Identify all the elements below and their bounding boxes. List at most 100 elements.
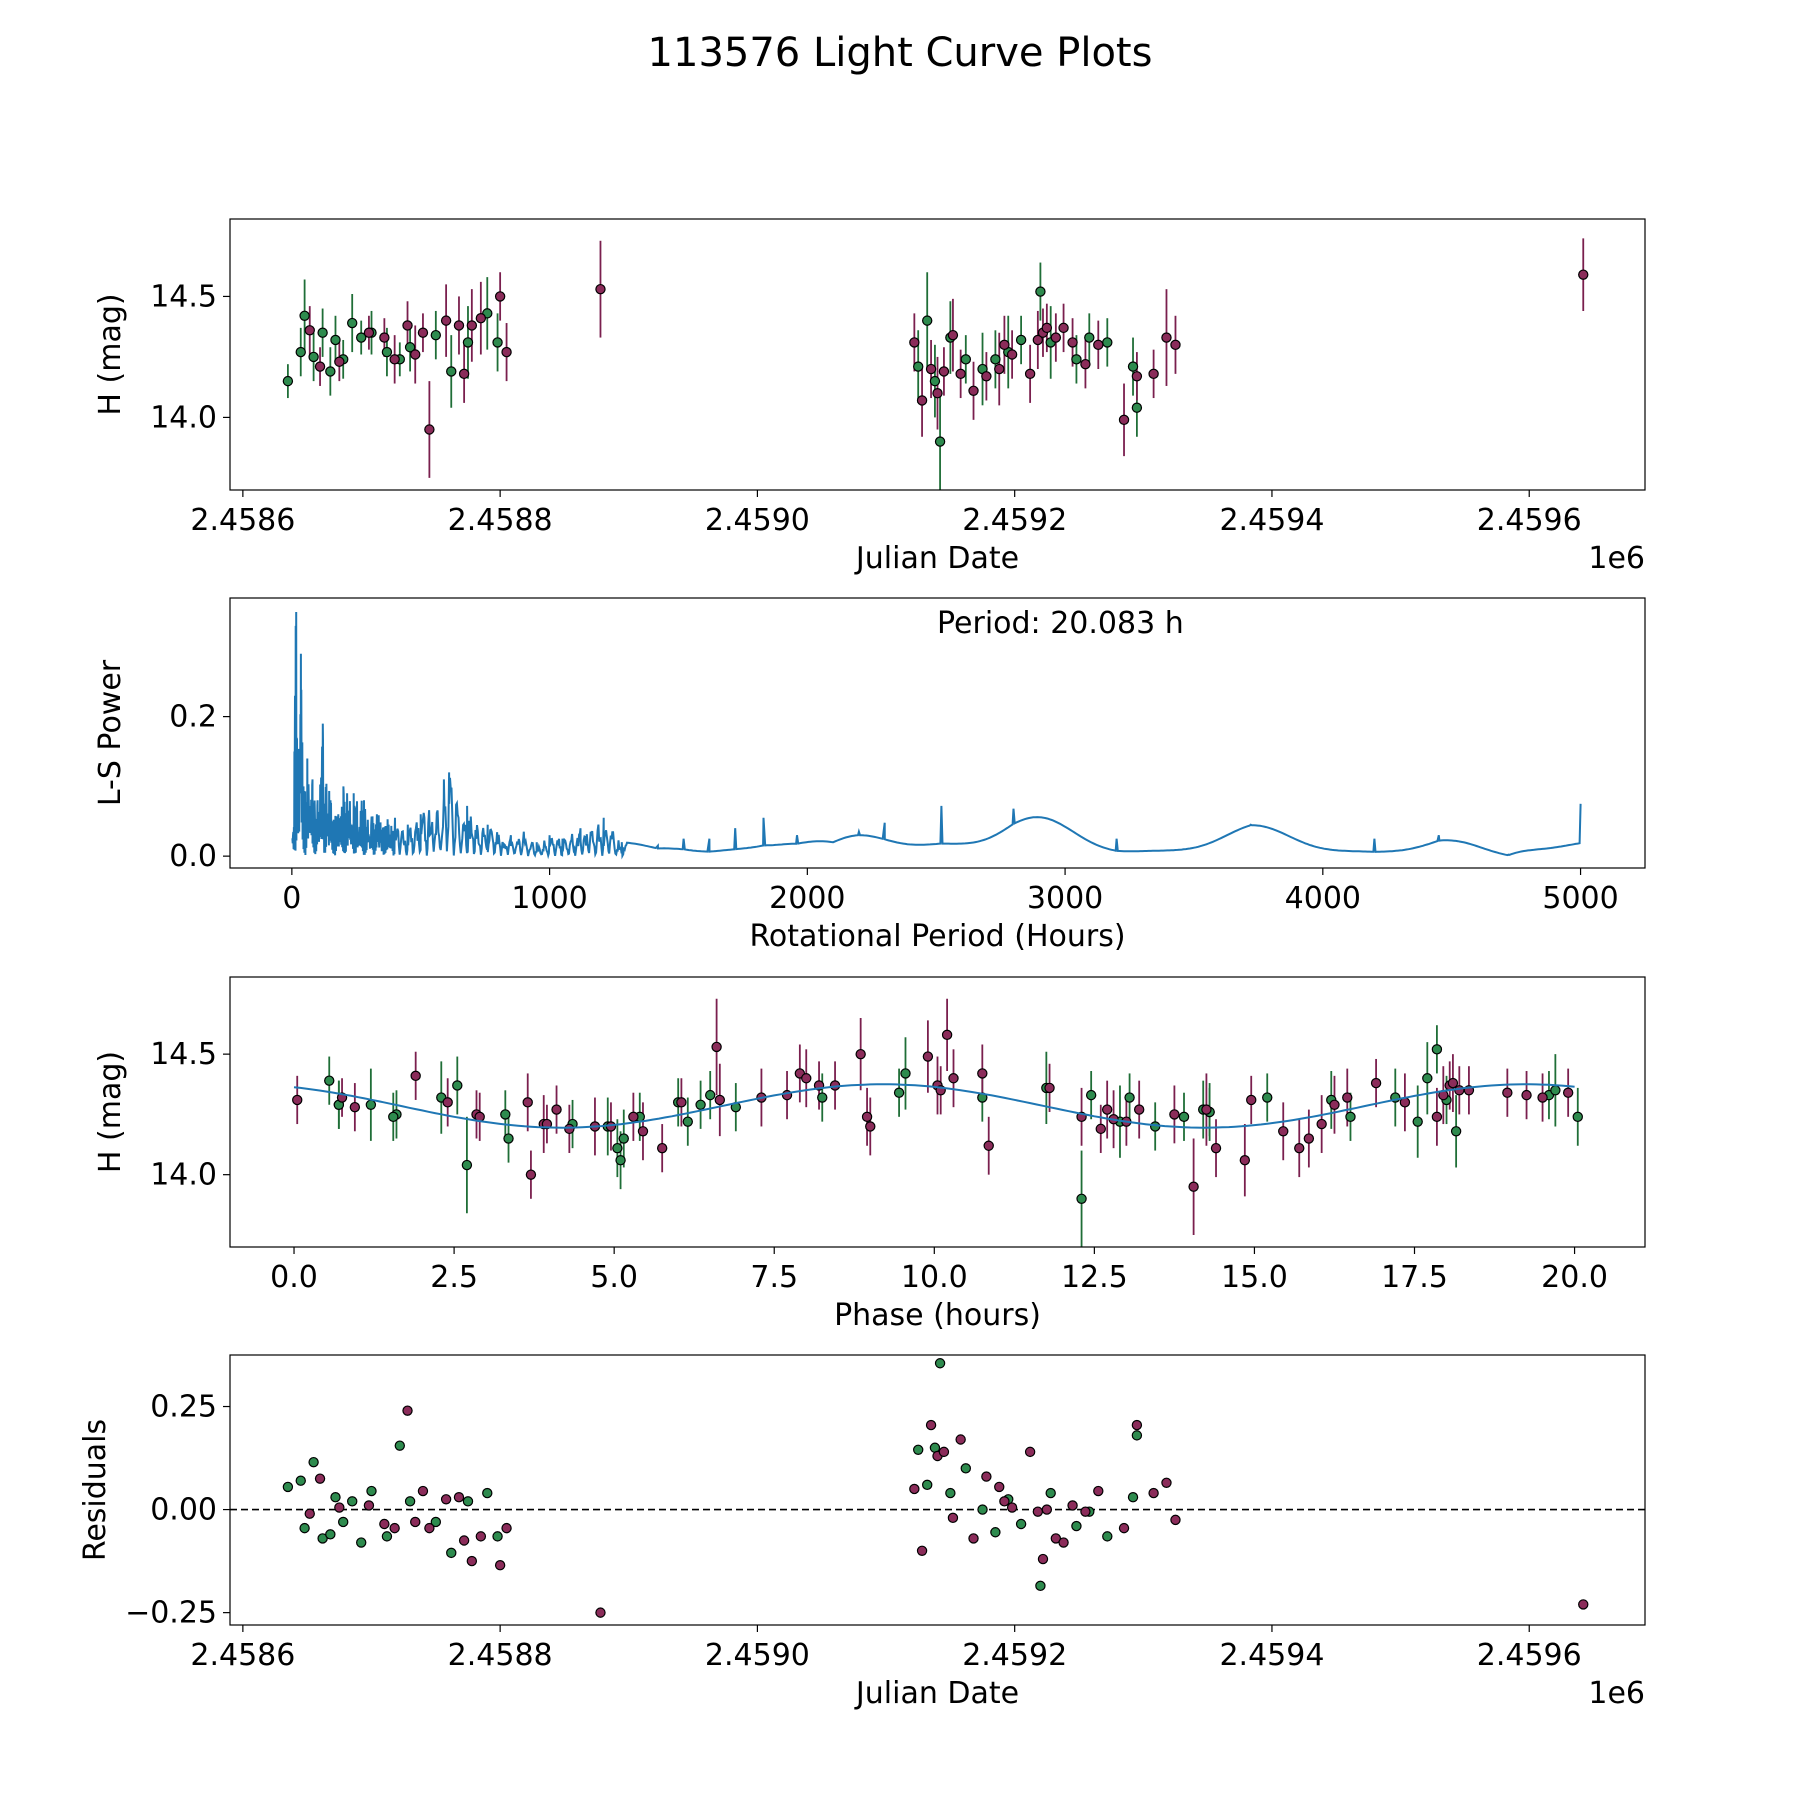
x-tick-label: 2.4596 [1477,1638,1582,1673]
x-tick-label: 10.0 [901,1260,968,1295]
data-point-magenta [363,327,375,338]
data-point-magenta [1041,1504,1053,1515]
data-point-magenta [1170,1514,1181,1526]
data-point-magenta [1578,269,1589,280]
x-tick-label: 0 [282,881,301,916]
data-point-magenta [1239,1155,1251,1166]
data-point-green [394,1440,405,1451]
data-point-magenta [983,1140,994,1151]
y-tick-label: 0.25 [150,1390,217,1425]
data-point-magenta [1370,1077,1382,1089]
data-point-magenta [1041,322,1053,334]
data-point-green [913,1444,924,1456]
x-tick-label: 2.4594 [1219,503,1324,538]
data-point-magenta [968,385,979,396]
data-point-magenta [861,1111,873,1123]
data-point-magenta [466,320,478,331]
data-point-magenta [1067,1500,1078,1511]
y-axis-label: H (mag) [93,293,128,415]
data-point-green [317,327,328,338]
data-point-magenta [1006,349,1018,360]
data-point-green [1035,1580,1046,1592]
plot-frame [229,976,1646,1248]
data-point-magenta [714,1094,726,1106]
data-point-green [308,1456,319,1468]
data-point-magenta [389,1522,400,1534]
data-point-green [324,1075,335,1086]
x-offset-label: 1e6 [1588,541,1645,576]
y-tick-label: 14.5 [150,1037,217,1072]
data-point-magenta [475,313,487,324]
data-point-magenta [947,1512,959,1524]
data-point-magenta [1170,339,1181,351]
x-tick-label: 3000 [1027,881,1103,916]
data-point-green [817,1092,828,1103]
data-point-green [492,1531,503,1542]
x-tick-label: 2.4588 [448,503,553,538]
data-point-magenta [379,332,390,343]
x-tick-label: 2.4586 [190,1638,295,1673]
data-point-green [618,1133,629,1144]
data-point-green [282,1481,294,1493]
data-point-green [299,1522,310,1534]
x-tick-label: 2.4594 [1219,1638,1324,1673]
data-point-green [1178,1111,1190,1123]
data-point-green [404,1496,416,1507]
data-point-magenta [1431,1111,1443,1123]
data-point-green [347,317,358,329]
data-point-magenta [564,1123,575,1135]
data-point-magenta [1058,322,1069,334]
data-point-magenta [1161,332,1172,343]
data-point-green [929,375,941,387]
x-tick-label: 2.4596 [1477,503,1582,538]
y-tick-label: 0.2 [169,700,217,735]
data-point-green [1035,286,1046,297]
data-point-green [1450,1126,1462,1137]
data-point-magenta [977,1068,988,1079]
data-point-green [705,1089,716,1101]
data-point-magenta [1201,1104,1212,1115]
data-point-magenta [981,371,992,382]
data-point-magenta [676,1097,687,1108]
x-tick-label: 7.5 [750,1260,798,1295]
data-point-magenta [938,1446,950,1458]
data-point-green [1550,1085,1561,1096]
data-point-magenta [981,1471,992,1482]
data-point-magenta [410,1516,421,1528]
panel-phased: 0.0 2.5 5.0 7.5 10.0 12.5 15.0 17.5 20.0 14.0 14.5… [93,976,1646,1333]
data-point-green [900,1068,911,1079]
data-point-magenta [1562,1087,1574,1098]
model-curve [293,1083,1575,1129]
data-point-magenta [292,1094,303,1106]
x-tick-label: 0.0 [270,1260,318,1295]
data-point-magenta [947,329,959,341]
x-tick-label: 2.4592 [962,1638,1067,1673]
data-point-magenta [1578,1599,1589,1610]
data-point-green [325,1529,336,1540]
data-point-green [356,332,367,343]
data-point-magenta [440,315,452,326]
y-tick-label: −0.25 [125,1596,217,1631]
data-point-magenta [1294,1142,1305,1154]
data-point-green [1572,1111,1583,1123]
data-point-green [295,1475,306,1486]
data-point-green [1045,1487,1056,1499]
data-point-magenta [1058,1537,1069,1548]
data-point-green [913,361,924,372]
data-point-magenta [349,1101,361,1113]
data-point-magenta [909,337,920,348]
data-point-green [1102,337,1113,348]
data-point-magenta [424,424,435,435]
data-point-magenta [999,339,1010,351]
data-point-magenta [932,388,943,399]
data-point-magenta [442,1097,453,1108]
data-point-magenta [410,1070,421,1082]
data-point-magenta [1032,1506,1044,1517]
data-point-green [945,1487,956,1499]
data-point-magenta [402,1405,413,1416]
data-point-green [462,1496,474,1507]
data-point-magenta [1521,1089,1532,1101]
data-point-green [325,366,336,377]
data-point-magenta [925,363,937,375]
